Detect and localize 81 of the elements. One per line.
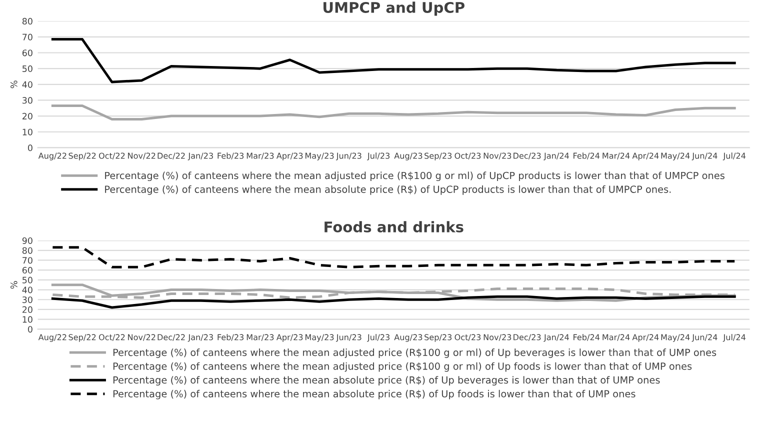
legend-label: Percentage (%) of canteens where the mean adjusted price (R$100 g or ml) of Up foods is lower than that of UMP ones [113,362,692,372]
x-tick-label: Nov/22 [128,334,156,341]
x-tick-label: Apr/24 [632,152,659,160]
y-tick-label: 50 [22,65,32,72]
x-tick-label: May/24 [661,152,690,160]
x-tick-label: May/23 [306,152,334,160]
y-tick-label: 20 [22,112,32,120]
y-tick-label: 50 [22,276,32,284]
x-tick-label: Jan/24 [544,334,569,342]
x-tick-label: Nov/23 [484,334,512,341]
y-tick-label: 80 [22,18,32,25]
x-tick-label: Sep/23 [424,334,452,342]
x-tick-label: Oct/23 [454,152,481,160]
y-tick-label: 20 [22,306,32,313]
x-tick-label: Mar/24 [602,334,630,341]
x-tick-label: Apr/23 [276,152,303,160]
legend-label: Percentage (%) of canteens where the mean adjusted price (R$100 g or ml) of Up beverages is lower than that of UMP ones [113,348,716,358]
x-tick-label: Apr/23 [276,334,303,342]
x-tick-label: Jan/23 [188,334,213,342]
y-tick-label: 60 [22,50,32,56]
legend-label: Percentage (%) of canteens where the mean absolute price (R$) of Up foods is lower than that of UMP ones [113,390,636,400]
x-tick-label: Jan/23 [188,152,213,160]
x-tick-label: Jul/24 [722,334,746,342]
x-tick-label: Mar/24 [602,152,630,160]
x-tick-label: Aug/23 [394,152,422,160]
y-tick-label: 60 [22,266,32,274]
x-tick-label: Feb/23 [218,152,244,160]
line-series [51,295,736,309]
y-tick-label: 90 [22,237,32,244]
x-tick-label: Mar/23 [246,152,274,160]
x-tick-label: Dec/23 [514,334,541,341]
x-tick-label: Apr/24 [632,334,659,342]
x-tick-label: Oct/23 [454,334,481,341]
y-tick-label: 70 [22,34,32,40]
x-tick-label: Jun/23 [336,152,362,160]
x-tick-label: Aug/22 [38,334,66,342]
x-tick-label: May/24 [661,334,690,342]
legend-label: Percentage (%) of canteens where the mean adjusted price (R$100 g or ml) of UpCP products is lower than that of UMPCP ones [105,172,724,182]
y-tick-label: 30 [22,97,32,104]
legend-label: Percentage (%) of canteens where the mean absolute price (R$) of Up beverages is lower than that of UMP ones [113,376,660,386]
legend-label: Percentage (%) of canteens where the mean absolute price (R$) of UpCP products is lower than that of UMPCP ones. [105,185,671,195]
x-tick-label: Jun/23 [336,334,362,342]
x-tick-label: Jul/23 [367,152,390,160]
y-tick-label: 10 [22,128,32,136]
line-series [51,246,736,268]
y-tick-label: 80 [22,247,32,254]
x-tick-label: Aug/22 [38,152,66,160]
x-tick-label: Dec/22 [158,152,185,160]
x-tick-label: Jan/24 [544,152,569,160]
x-tick-label: Dec/23 [514,152,541,160]
y-axis-title: % [10,281,18,289]
y-tick-label: 40 [22,81,32,88]
x-tick-label: Sep/22 [68,152,96,160]
x-tick-label: Jul/24 [722,152,746,160]
x-tick-label: Sep/22 [68,334,96,342]
x-tick-label: Aug/23 [394,334,422,342]
x-tick-label: Dec/22 [158,334,185,341]
chart-title: Foods and drinks [324,221,464,232]
x-tick-label: Oct/22 [98,334,125,341]
y-tick-label: 40 [22,286,32,294]
x-tick-label: Sep/23 [424,152,452,160]
x-tick-label: May/23 [306,334,334,342]
x-tick-label: Jul/23 [367,334,390,342]
x-tick-label: Mar/23 [246,334,274,341]
y-tick-label: 30 [22,296,32,304]
y-tick-label: 10 [22,316,32,323]
x-tick-label: Jun/24 [692,334,718,342]
x-tick-label: Oct/22 [98,152,125,160]
y-tick-label: 70 [22,257,32,264]
x-tick-label: Jun/24 [692,152,718,160]
x-tick-label: Nov/23 [484,152,512,160]
x-tick-label: Nov/22 [128,152,156,160]
chart-title: UMPCP and UpCP [324,2,464,16]
x-tick-label: Feb/23 [218,334,244,341]
y-tick-label: 0 [28,144,32,152]
y-axis-title: % [10,80,18,88]
line-series [51,38,736,84]
line-series [51,104,736,120]
y-tick-label: 0 [28,326,32,333]
x-tick-label: Feb/24 [574,334,600,341]
x-tick-label: Feb/24 [574,152,600,160]
